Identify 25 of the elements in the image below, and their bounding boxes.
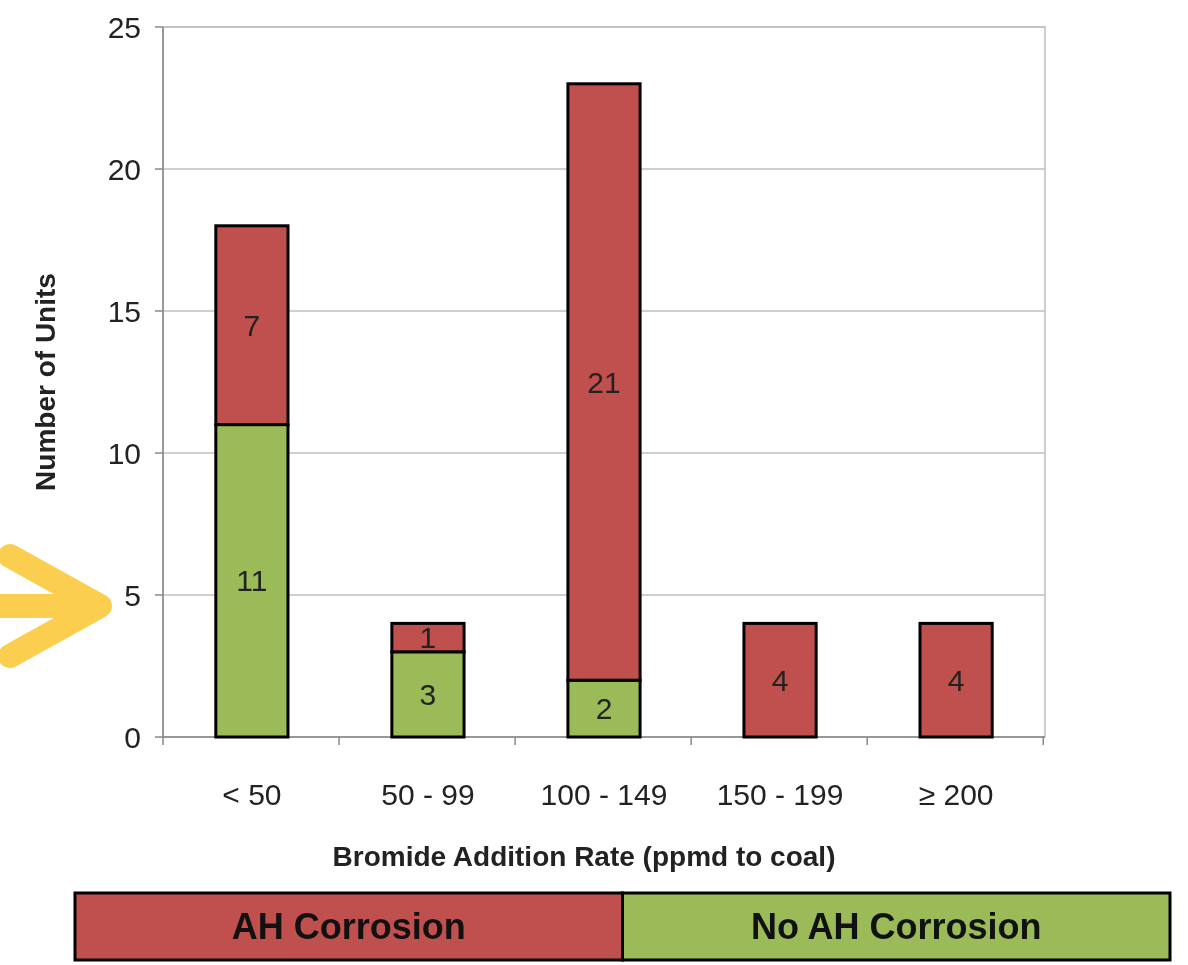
y-tick-label: 20: [107, 152, 141, 186]
data-label: 7: [243, 308, 261, 342]
y-tick-label: 0: [124, 720, 141, 754]
data-label: 21: [587, 365, 621, 399]
x-tick-label: 150 - 199: [716, 778, 844, 811]
text: No AH Corrosion: [750, 906, 1042, 948]
text: AH Corrosion: [231, 906, 466, 948]
data-label: 2: [595, 692, 613, 726]
y-tick-label: 10: [107, 436, 141, 470]
y-tick-label: 25: [107, 10, 141, 44]
bar: [742, 621, 818, 739]
y-axis-title: Number of Units: [30, 273, 61, 491]
x-tick-label: < 50: [222, 778, 282, 811]
data-label: 4: [947, 663, 965, 697]
y-tick-label: 15: [107, 294, 141, 328]
x-tick-label: ≥ 200: [918, 778, 994, 811]
x-tick-label: 100 - 149: [540, 778, 668, 811]
x-axis-title: Bromide Addition Rate (ppmd to coal): [332, 841, 836, 872]
bar: [918, 621, 994, 739]
data-label: 3: [419, 677, 437, 711]
x-tick-label: 50 - 99: [381, 778, 475, 811]
data-label: 11: [236, 564, 268, 598]
data-label: 1: [419, 621, 437, 655]
data-label: 4: [771, 663, 789, 697]
y-tick-label: 5: [124, 578, 141, 612]
